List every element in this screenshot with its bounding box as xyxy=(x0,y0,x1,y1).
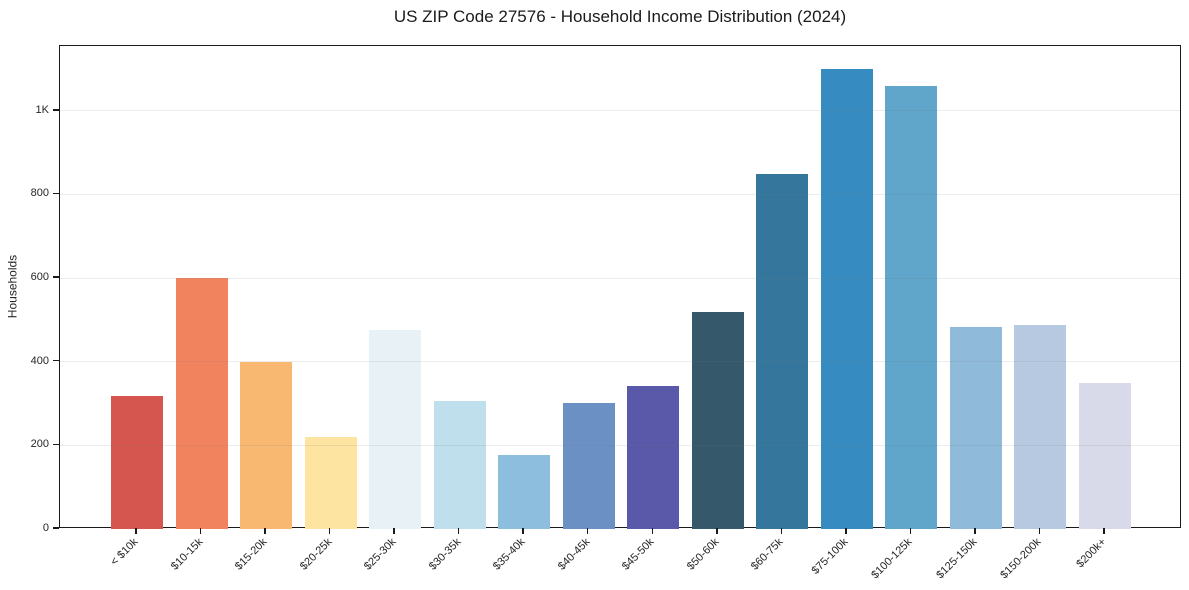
bar-15-20k xyxy=(240,361,293,529)
bar-35-40k xyxy=(498,454,551,529)
x-tick-mark-10k xyxy=(135,528,137,534)
plot-area xyxy=(59,45,1181,529)
y-tick-mark-1k xyxy=(53,109,59,111)
y-tick-mark-0 xyxy=(53,527,59,529)
bar-20-25k xyxy=(304,437,357,529)
bar-30-35k xyxy=(433,401,486,529)
x-tick-label-50-60k: $50-60k xyxy=(684,536,722,573)
bar-125-150k xyxy=(949,327,1002,529)
y-tick-label-400: 400 xyxy=(30,354,49,367)
y-tick-label-0: 0 xyxy=(42,522,49,534)
x-tick-label-10k: < $10k xyxy=(108,536,141,569)
bar-50-60k xyxy=(691,311,744,529)
x-tick-label-10-15k: $10-15k xyxy=(168,536,206,573)
gridline-800 xyxy=(60,193,1180,195)
y-tick-label-1k: 1K xyxy=(35,103,49,116)
x-tick-label-25-30k: $25-30k xyxy=(362,536,399,573)
chart-title: US ZIP Code 27576 - Household Income Dis… xyxy=(393,7,847,26)
bar-10k xyxy=(111,396,163,529)
x-tick-mark-60-75k xyxy=(780,528,783,534)
x-tick-label-75-100k: $75-100k xyxy=(809,536,851,577)
y-tick-mark-200 xyxy=(53,443,59,446)
gridline-400 xyxy=(60,361,1180,363)
x-tick-mark-20-25k xyxy=(328,528,331,534)
x-tick-label-35-40k: $35-40k xyxy=(491,536,528,573)
y-tick-label-600: 600 xyxy=(30,271,49,284)
x-tick-label-20-25k: $20-25k xyxy=(297,536,335,573)
x-tick-mark-30-35k xyxy=(457,528,460,534)
bar-200k xyxy=(1079,382,1131,529)
x-tick-mark-200k xyxy=(1103,528,1105,534)
x-tick-mark-100-125k xyxy=(909,528,912,534)
x-tick-mark-125-150k xyxy=(974,528,976,534)
gridline-600 xyxy=(60,277,1180,279)
y-tick-label-800: 800 xyxy=(30,187,49,200)
bar-150-200k xyxy=(1014,325,1067,529)
y-axis-label: Households xyxy=(5,254,20,319)
x-tick-mark-40-45k xyxy=(586,528,589,534)
x-tick-mark-150-200k xyxy=(1038,528,1041,534)
bar-40-45k xyxy=(562,402,615,529)
gridline-200 xyxy=(60,444,1180,446)
x-tick-mark-25-30k xyxy=(393,528,395,534)
x-tick-label-45-50k: $45-50k xyxy=(620,536,657,573)
x-tick-mark-75-100k xyxy=(845,528,847,534)
bar-100-125k xyxy=(885,85,938,529)
x-tick-label-60-75k: $60-75k xyxy=(749,536,786,573)
y-tick-mark-800 xyxy=(53,192,59,195)
x-tick-label-30-35k: $30-35k xyxy=(426,536,464,573)
x-tick-mark-10-15k xyxy=(199,528,202,534)
bar-10-15k xyxy=(175,278,228,529)
bar-45-50k xyxy=(627,385,680,529)
x-tick-label-125-150k: $125-150k xyxy=(934,536,980,582)
x-tick-label-200k: $200k+ xyxy=(1074,536,1109,571)
x-tick-label-150-200k: $150-200k xyxy=(998,536,1044,582)
x-tick-mark-15-20k xyxy=(264,528,266,534)
bar-60-75k xyxy=(756,173,809,529)
gridline-1k xyxy=(60,110,1180,112)
bar-75-100k xyxy=(820,69,873,529)
x-tick-label-100-125k: $100-125k xyxy=(869,536,915,582)
y-tick-mark-600 xyxy=(53,276,59,278)
y-tick-label-200: 200 xyxy=(30,438,49,451)
x-tick-label-15-20k: $15-20k xyxy=(232,536,270,573)
x-tick-mark-35-40k xyxy=(522,528,524,534)
bar-25-30k xyxy=(369,329,422,529)
y-tick-mark-400 xyxy=(53,359,59,362)
x-tick-label-40-45k: $40-45k xyxy=(555,536,593,573)
x-tick-mark-45-50k xyxy=(651,528,654,534)
x-tick-mark-50-60k xyxy=(716,528,718,534)
